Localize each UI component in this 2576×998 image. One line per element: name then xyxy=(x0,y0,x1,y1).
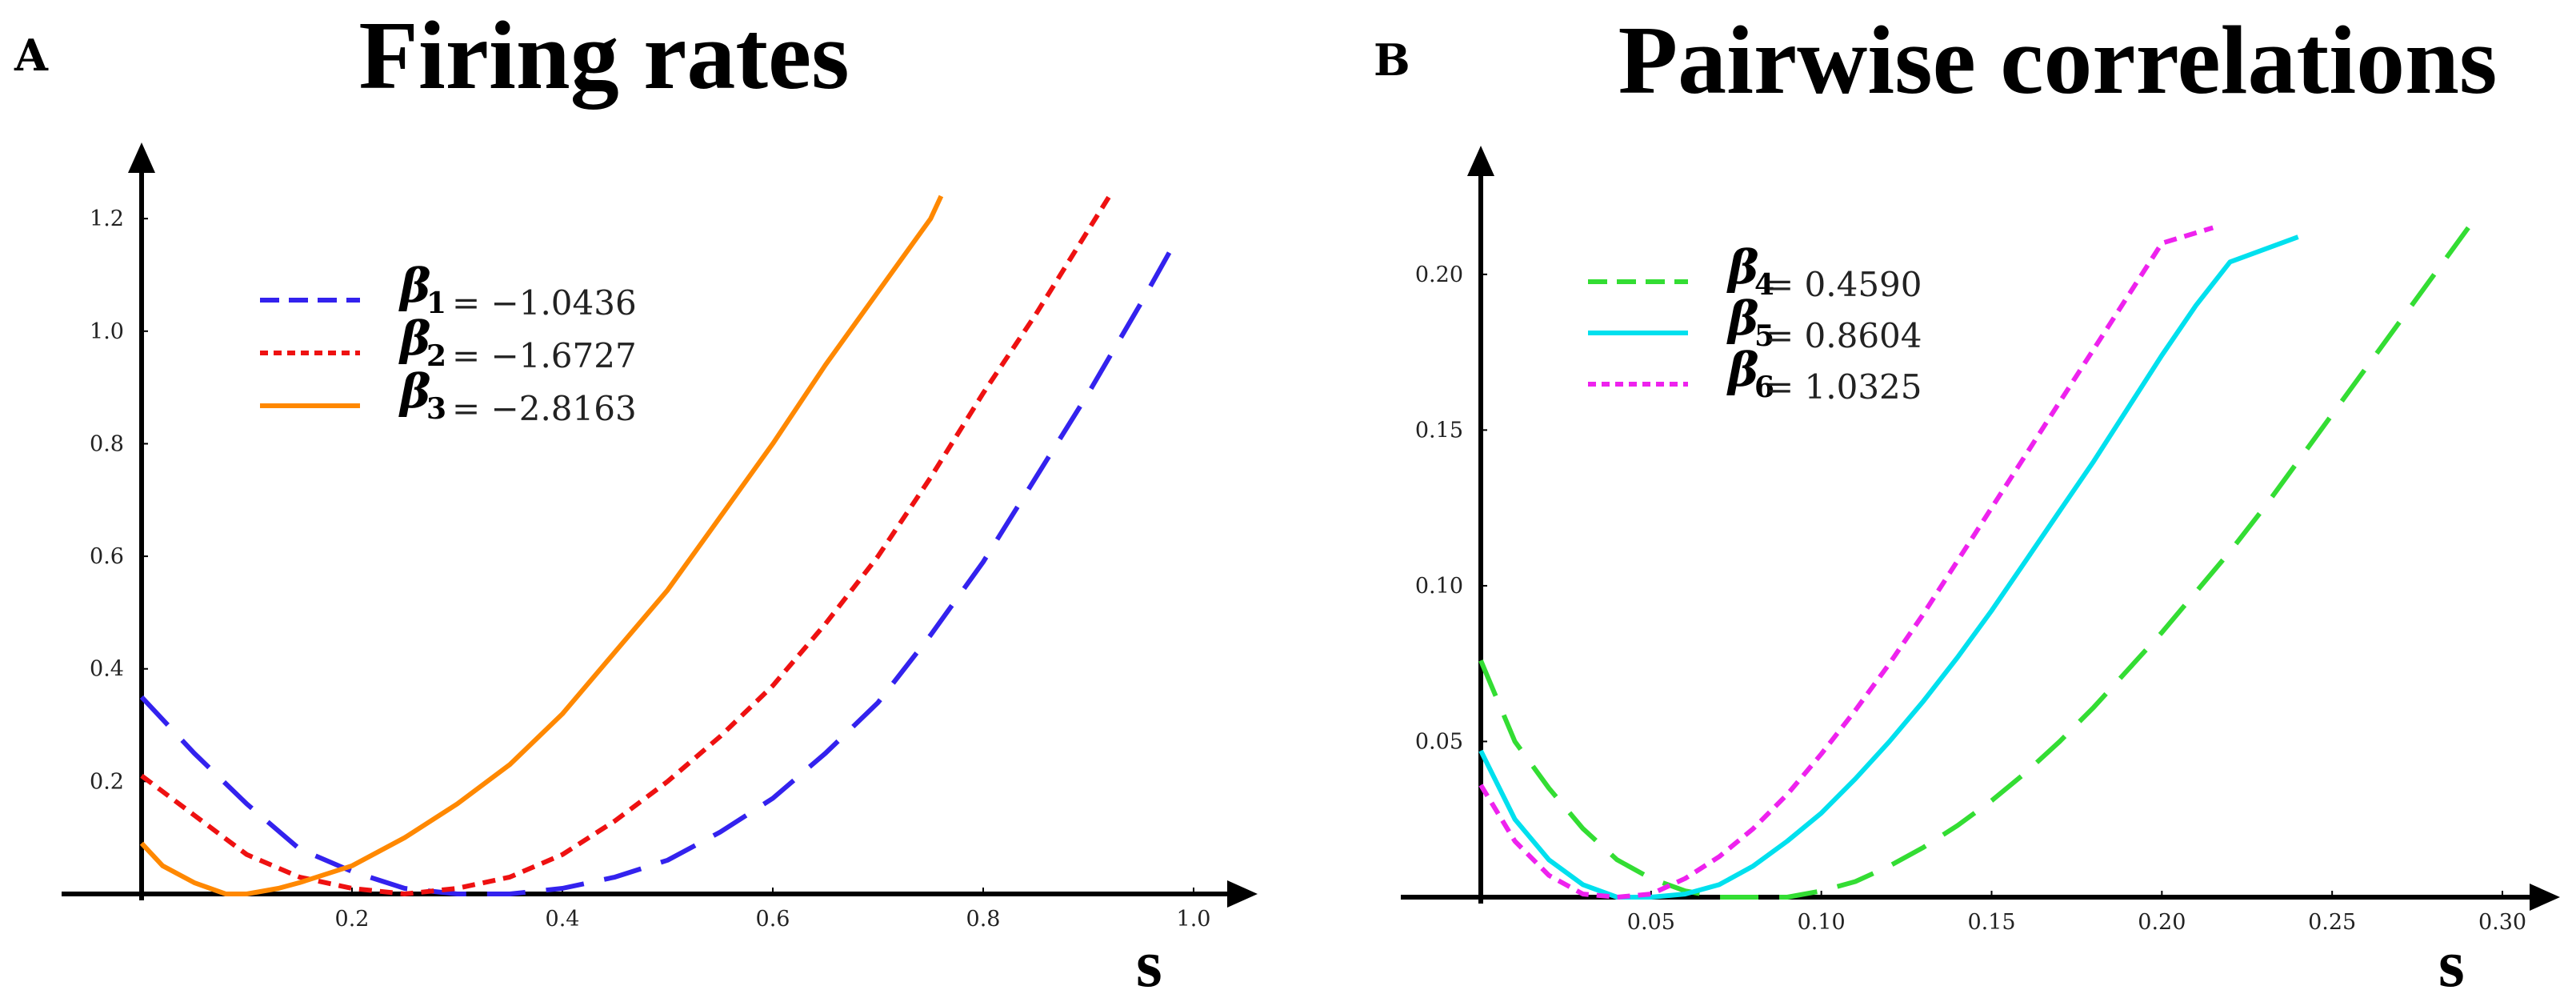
x-tick-label: 0.8 xyxy=(966,907,1001,932)
legend-subscript: 6 xyxy=(1754,371,1774,404)
y-tick-label: 0.15 xyxy=(1415,418,1463,443)
panel-b-series xyxy=(1478,225,2470,900)
x-tick-label: 0.10 xyxy=(1798,910,1846,935)
legend-subscript: 2 xyxy=(426,339,446,373)
legend-subscript: 4 xyxy=(1754,268,1774,302)
legend-subscript: 5 xyxy=(1754,319,1774,353)
x-tick-label: 0.25 xyxy=(2308,910,2356,935)
legend-value: = −1.6727 xyxy=(452,336,637,375)
y-tick-label: 0.4 xyxy=(90,657,124,682)
series-line-beta1 xyxy=(139,245,1175,896)
x-tick-label: 1.0 xyxy=(1177,907,1211,932)
x-tick-label: 0.6 xyxy=(756,907,790,932)
y-axis-arrow xyxy=(128,142,155,173)
series-line-beta5 xyxy=(1478,234,2299,900)
x-axis-arrow xyxy=(1227,880,1258,908)
x-tick-label: 0.05 xyxy=(1627,910,1675,935)
y-axis-arrow xyxy=(1467,146,1494,176)
y-tick-label: 0.10 xyxy=(1415,574,1463,599)
x-tick-label: 0.20 xyxy=(2138,910,2186,935)
legend-symbol: β xyxy=(398,311,431,366)
panel-a: A Firing rates 0.2 0.4 0.6 0.8 1.00.20.40.60… xyxy=(14,2,1258,998)
panel-b-letter: B xyxy=(1374,34,1410,86)
y-tick-label: 0.8 xyxy=(90,431,124,456)
legend-value: = −2.8163 xyxy=(452,389,637,428)
panel-b-title: Pairwise correlations xyxy=(1618,6,2498,114)
x-axis-arrow xyxy=(2530,884,2560,911)
series-line-beta4 xyxy=(1478,226,2470,900)
panel-b: B Pairwise correlations 0.05 0.10 0.15 0.20… xyxy=(1374,6,2560,998)
panel-a-xlabel: s xyxy=(1136,927,1162,998)
panel-a-series xyxy=(139,194,1175,896)
legend-value: = 1.0325 xyxy=(1766,367,1922,407)
y-tick-label: 0.20 xyxy=(1415,263,1463,287)
legend-value: = −1.0436 xyxy=(452,283,637,323)
x-tick-label: 0.2 xyxy=(335,907,370,932)
panel-a-title: Firing rates xyxy=(358,2,849,110)
y-tick-label: 0.2 xyxy=(90,769,124,794)
series-line-beta6 xyxy=(1478,225,2214,900)
panel-a-axes: 0.2 0.4 0.6 0.8 1.0 0.2 0.4 0.6 0.8 1.0 1.2 xyxy=(62,142,1258,932)
legend-subscript: 3 xyxy=(426,392,446,426)
x-tick-label: 0.15 xyxy=(1967,910,2015,935)
legend-symbol: β xyxy=(1726,240,1759,295)
y-tick-label: 1.2 xyxy=(90,206,124,231)
panel-a-letter: A xyxy=(14,30,49,81)
legend-symbol: β xyxy=(1726,343,1759,397)
y-tick-label: 0.6 xyxy=(90,544,124,569)
panel-b-xlabel: s xyxy=(2438,927,2465,998)
x-tick-label: 0.4 xyxy=(546,907,580,932)
legend-subscript: 1 xyxy=(426,287,446,320)
y-tick-label: 0.05 xyxy=(1415,729,1463,754)
x-tick-label: 0.30 xyxy=(2478,910,2526,935)
panel-b-axes: 0.05 0.10 0.15 0.20 0.25 0.30 0.05 0.10 0.15 0.20 xyxy=(1401,146,2560,935)
y-tick-label: 1.0 xyxy=(90,319,124,344)
legend-value: = 0.8604 xyxy=(1766,316,1922,355)
legend-value: = 0.4590 xyxy=(1766,265,1922,304)
legend-symbol: β xyxy=(398,259,431,313)
legend-symbol: β xyxy=(398,364,431,419)
legend-symbol: β xyxy=(1726,291,1759,346)
series-line-beta3 xyxy=(139,194,944,896)
